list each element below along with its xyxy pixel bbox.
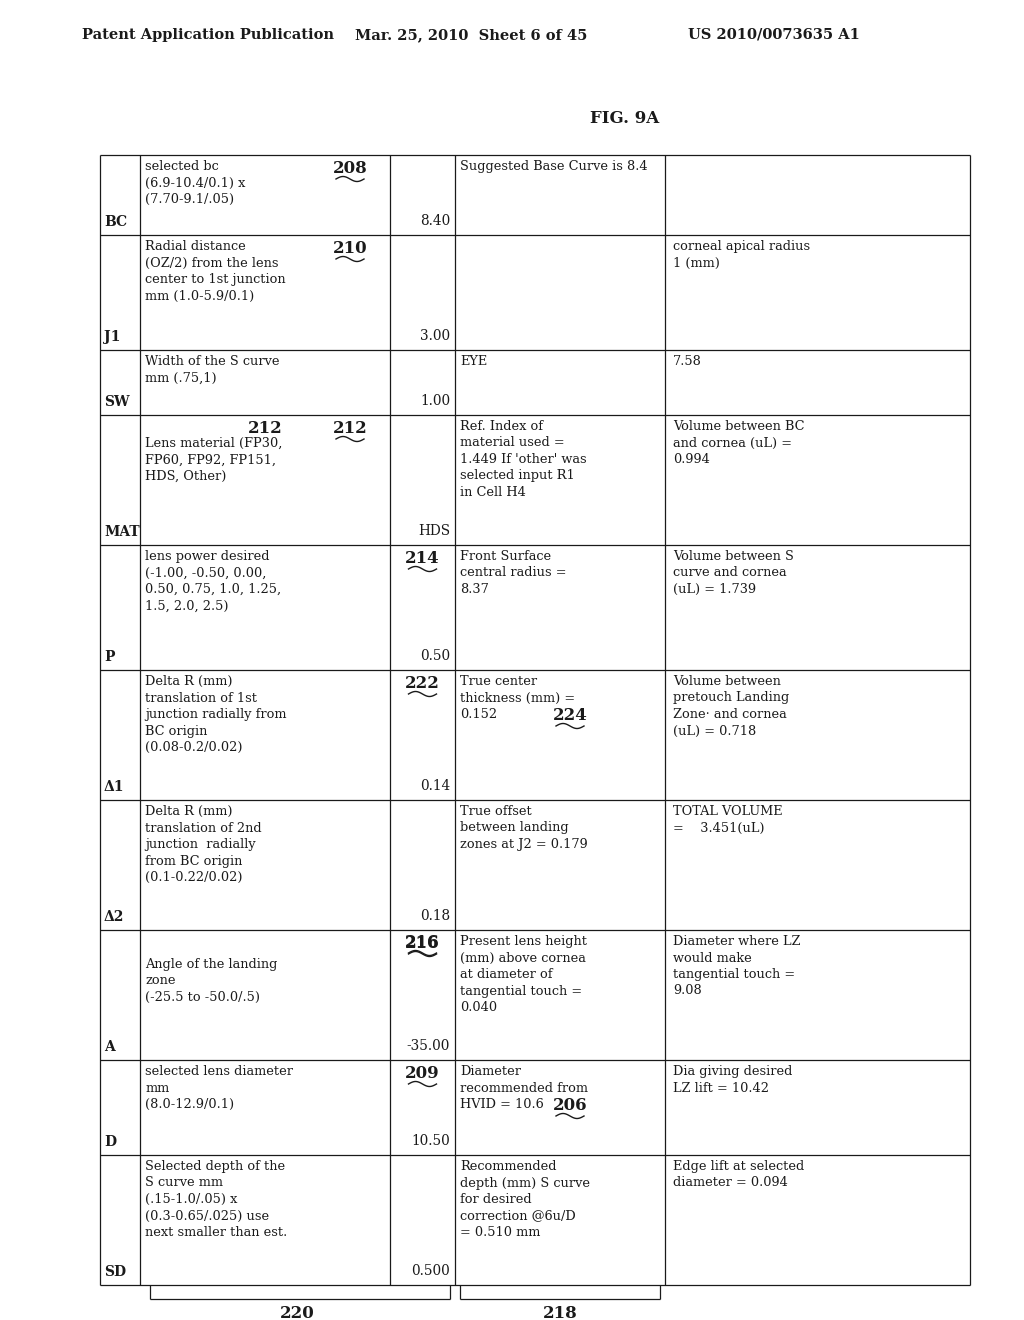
Text: Width of the S curve
mm (.75,1): Width of the S curve mm (.75,1)	[145, 355, 280, 384]
Text: SD: SD	[104, 1265, 126, 1279]
Text: 224: 224	[553, 708, 588, 723]
Text: Diameter
recommended from
HVID = 10.6: Diameter recommended from HVID = 10.6	[460, 1065, 588, 1111]
Text: Delta R (mm)
translation of 2nd
junction  radially
from BC origin
(0.1-0.22/0.02: Delta R (mm) translation of 2nd junction…	[145, 805, 261, 884]
Text: 210: 210	[333, 240, 368, 257]
Text: Front Surface
central radius =
8.37: Front Surface central radius = 8.37	[460, 550, 566, 597]
Text: 7.58: 7.58	[673, 355, 701, 368]
Text: 0.18: 0.18	[420, 909, 450, 923]
Text: 216: 216	[406, 935, 440, 952]
Text: FIG. 9A: FIG. 9A	[590, 110, 659, 127]
Text: SW: SW	[104, 395, 130, 409]
Text: Mar. 25, 2010  Sheet 6 of 45: Mar. 25, 2010 Sheet 6 of 45	[355, 28, 588, 42]
Text: 1.00: 1.00	[420, 393, 450, 408]
Text: Delta R (mm)
translation of 1st
junction radially from
BC origin
(0.08-0.2/0.02): Delta R (mm) translation of 1st junction…	[145, 675, 287, 754]
Text: Δ2: Δ2	[104, 909, 124, 924]
Text: Patent Application Publication: Patent Application Publication	[82, 28, 334, 42]
Text: 8.40: 8.40	[420, 214, 450, 228]
Text: -35.00: -35.00	[407, 1039, 450, 1053]
Text: J1: J1	[104, 330, 121, 345]
Text: Lens material (FP30,
FP60, FP92, FP151,
HDS, Other): Lens material (FP30, FP60, FP92, FP151, …	[145, 437, 283, 483]
Text: Volume between S
curve and cornea
(uL) = 1.739: Volume between S curve and cornea (uL) =…	[673, 550, 794, 597]
Text: 0.50: 0.50	[420, 649, 450, 663]
Text: True offset
between landing
zones at J2 = 0.179: True offset between landing zones at J2 …	[460, 805, 588, 851]
Text: D: D	[104, 1135, 116, 1148]
Text: US 2010/0073635 A1: US 2010/0073635 A1	[688, 28, 860, 42]
Text: 212: 212	[248, 420, 283, 437]
Text: Ref. Index of
material used =
1.449 If 'other' was
selected input R1
in Cell H4: Ref. Index of material used = 1.449 If '…	[460, 420, 587, 499]
Text: corneal apical radius
1 (mm): corneal apical radius 1 (mm)	[673, 240, 810, 269]
Text: lens power desired
(-1.00, -0.50, 0.00,
0.50, 0.75, 1.0, 1.25,
1.5, 2.0, 2.5): lens power desired (-1.00, -0.50, 0.00, …	[145, 550, 282, 612]
Text: MAT: MAT	[104, 525, 139, 539]
Text: 0.500: 0.500	[412, 1265, 450, 1278]
Text: True center
thickness (mm) =
0.152: True center thickness (mm) = 0.152	[460, 675, 575, 721]
Text: Selected depth of the
S curve mm
(.15-1.0/.05) x
(0.3-0.65/.025) use
next smalle: Selected depth of the S curve mm (.15-1.…	[145, 1160, 288, 1239]
Text: Δ1: Δ1	[104, 780, 125, 795]
Text: Diameter where LZ
would make
tangential touch =
9.08: Diameter where LZ would make tangential …	[673, 935, 801, 998]
Text: 222: 222	[406, 675, 440, 692]
Text: Present lens height
(mm) above cornea
at diameter of
tangential touch =
0.040: Present lens height (mm) above cornea at…	[460, 935, 587, 1014]
Text: 208: 208	[333, 160, 368, 177]
Text: 206: 206	[553, 1097, 588, 1114]
Text: Edge lift at selected
diameter = 0.094: Edge lift at selected diameter = 0.094	[673, 1160, 804, 1189]
Text: Angle of the landing
zone
(-25.5 to -50.0/.5): Angle of the landing zone (-25.5 to -50.…	[145, 958, 278, 1005]
Text: 218: 218	[543, 1305, 578, 1320]
Text: 212: 212	[333, 420, 368, 437]
Text: 3.00: 3.00	[420, 329, 450, 343]
Text: TOTAL VOLUME
=    3.451(uL): TOTAL VOLUME = 3.451(uL)	[673, 805, 782, 834]
Text: Suggested Base Curve is 8.4: Suggested Base Curve is 8.4	[460, 160, 647, 173]
Text: 209: 209	[406, 1065, 440, 1082]
Text: Volume between BC
and cornea (uL) =
0.994: Volume between BC and cornea (uL) = 0.99…	[673, 420, 805, 466]
Text: selected bc
(6.9-10.4/0.1) x
(7.70-9.1/.05): selected bc (6.9-10.4/0.1) x (7.70-9.1/.…	[145, 160, 246, 206]
Text: EYE: EYE	[460, 355, 487, 368]
Text: A: A	[104, 1040, 115, 1053]
Text: 0.14: 0.14	[420, 779, 450, 793]
Text: 216: 216	[406, 935, 440, 950]
Text: Recommended
depth (mm) S curve
for desired
correction @6u/D
= 0.510 mm: Recommended depth (mm) S curve for desir…	[460, 1160, 590, 1239]
Text: 220: 220	[281, 1305, 314, 1320]
Text: Radial distance
(OZ/2) from the lens
center to 1st junction
mm (1.0-5.9/0.1): Radial distance (OZ/2) from the lens cen…	[145, 240, 286, 302]
Text: BC: BC	[104, 215, 127, 228]
Text: HDS: HDS	[418, 524, 450, 539]
Text: Dia giving desired
LZ lift = 10.42: Dia giving desired LZ lift = 10.42	[673, 1065, 793, 1094]
Text: selected lens diameter
mm
(8.0-12.9/0.1): selected lens diameter mm (8.0-12.9/0.1)	[145, 1065, 293, 1111]
Text: Volume between
pretouch Landing
Zone· and cornea
(uL) = 0.718: Volume between pretouch Landing Zone· an…	[673, 675, 790, 738]
Text: 10.50: 10.50	[412, 1134, 450, 1148]
Text: 214: 214	[406, 550, 440, 568]
Text: P: P	[104, 649, 115, 664]
